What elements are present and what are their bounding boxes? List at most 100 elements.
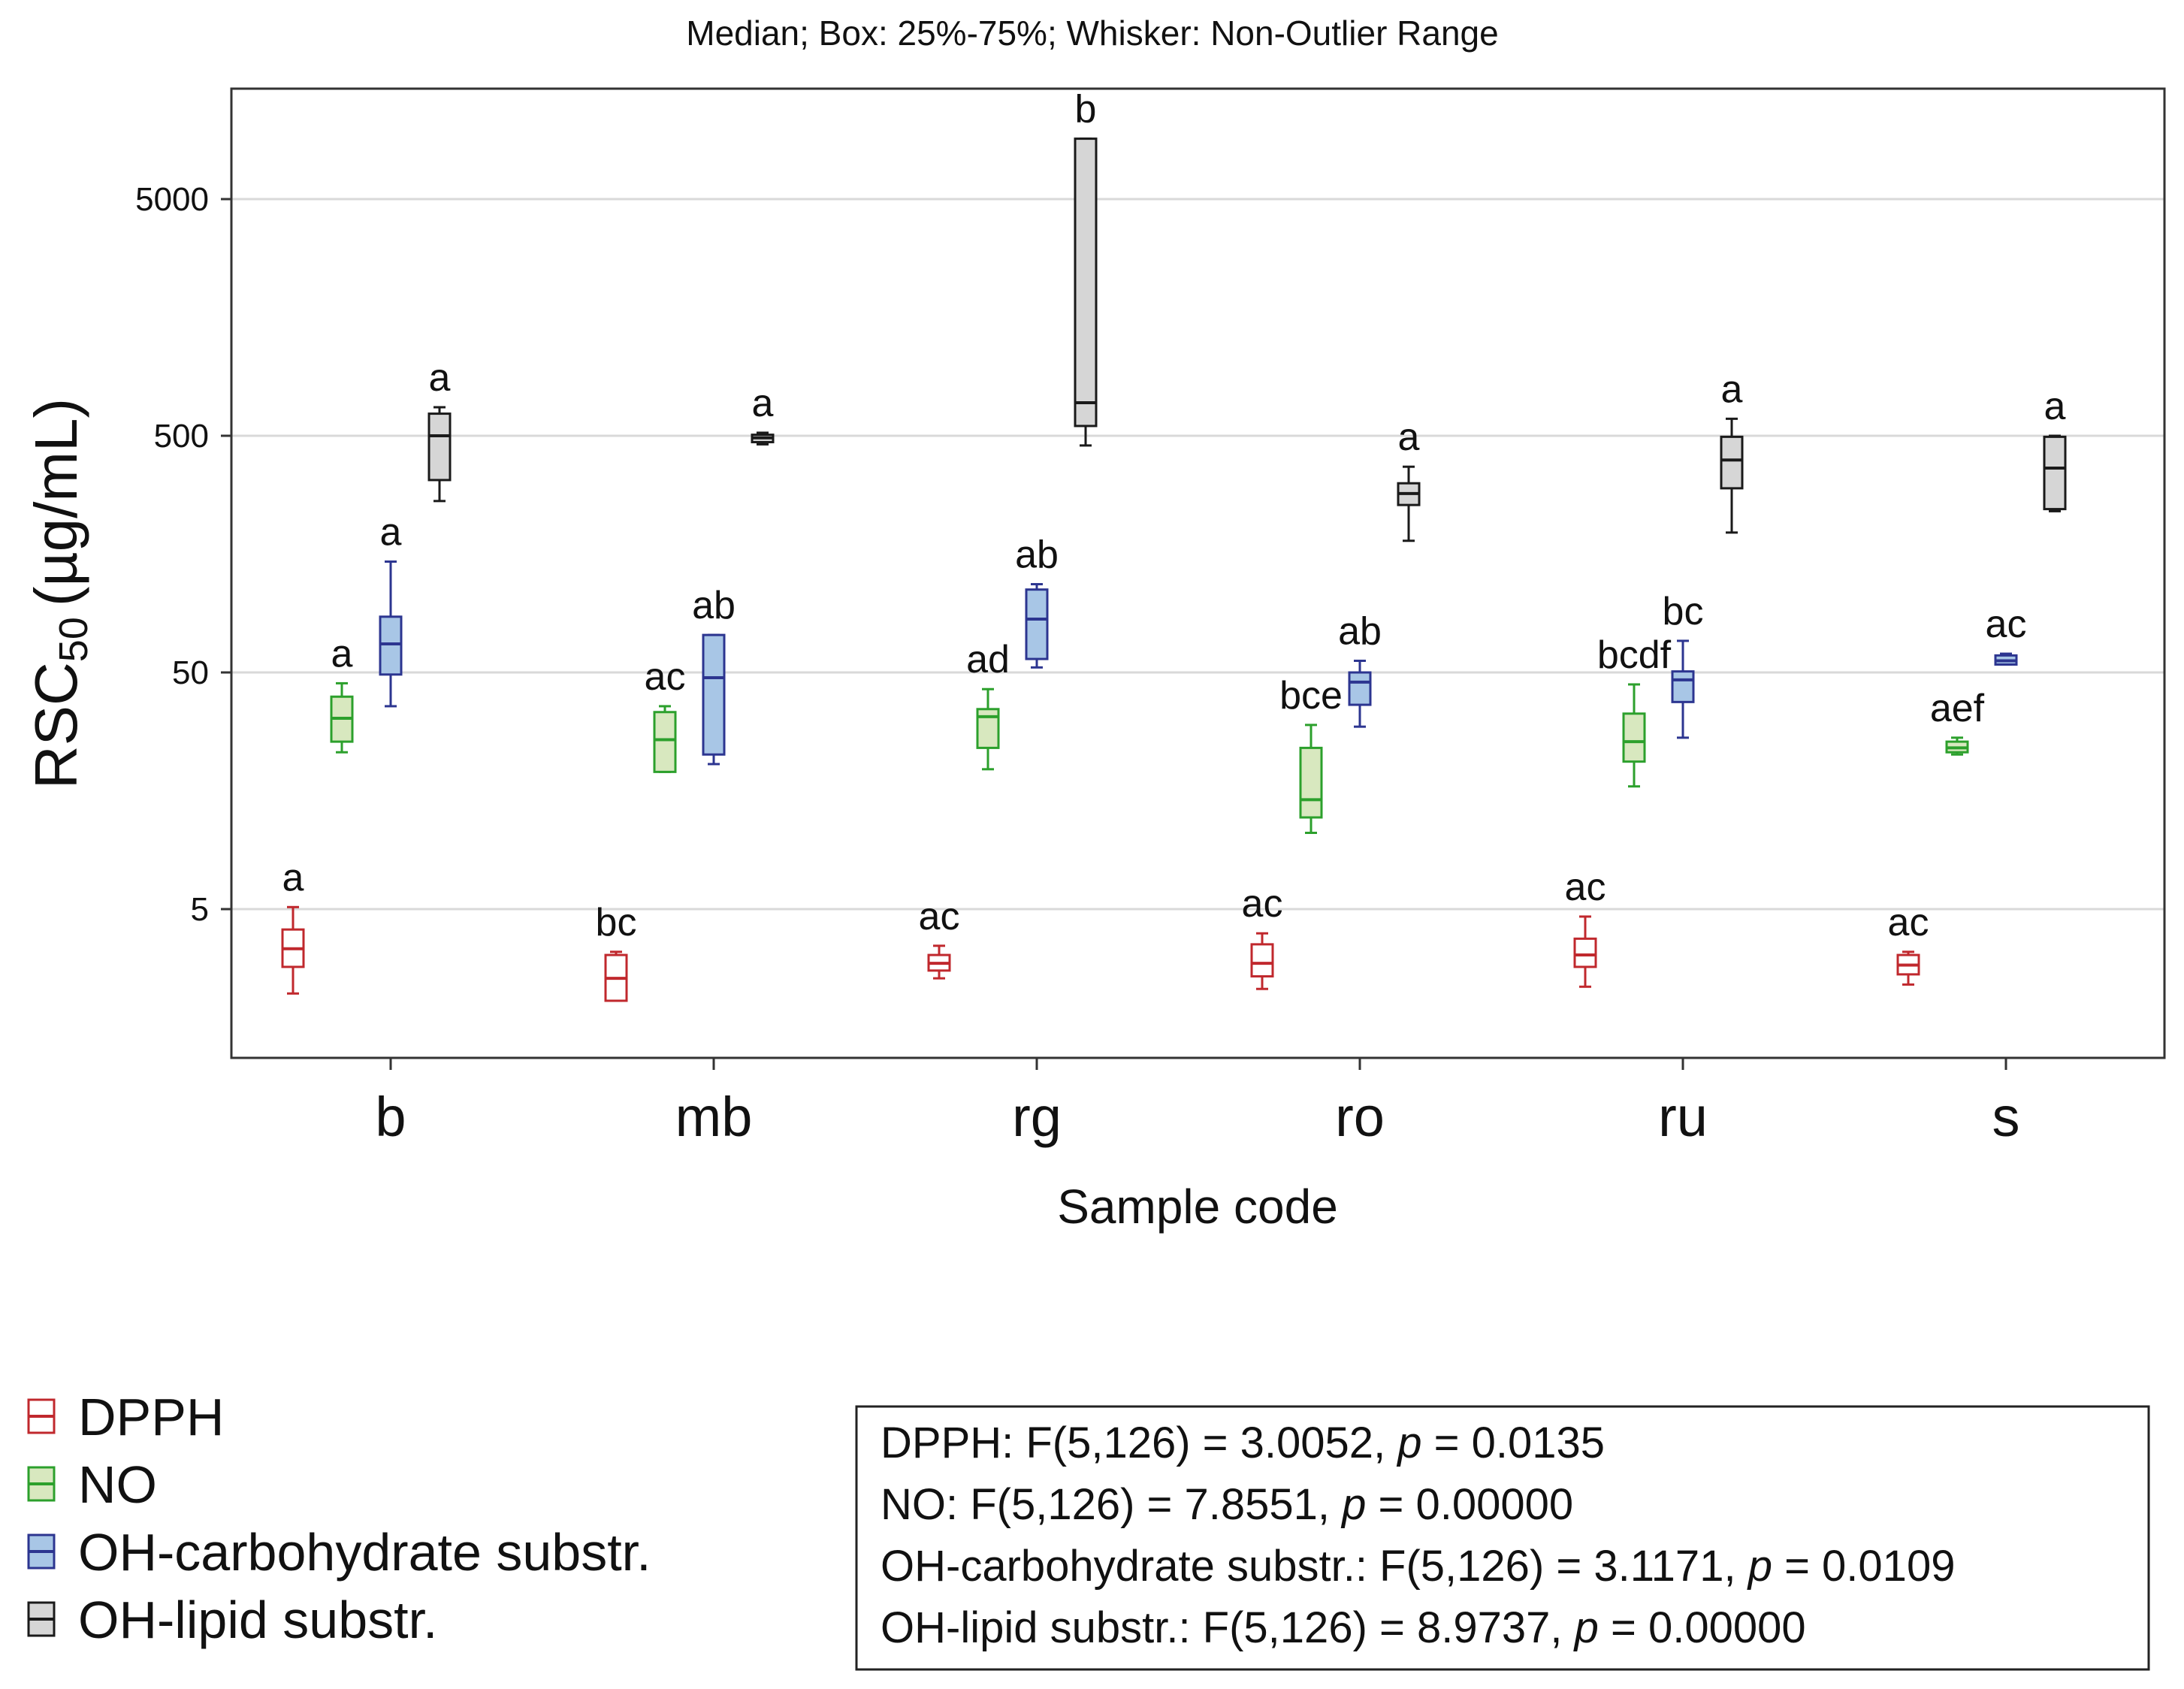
y-axis-ticks: 5 50 500 5000 (135, 181, 231, 928)
box-b-no: a (330, 632, 354, 754)
box-ro-oh-carbohydrate: ab (1338, 609, 1382, 728)
legend-label: OH-carbohydrate substr. (78, 1523, 651, 1582)
stats-p-value: = 0.00000 (1599, 1603, 1806, 1652)
box-iqr (1720, 435, 1744, 490)
group-letter-label: bc (596, 901, 637, 944)
chart-title: Median; Box: 25%-75%; Whisker: Non-Outli… (686, 14, 1498, 53)
x-axis-label: Sample code (1057, 1180, 1338, 1234)
stats-line: OH-lipid substr.: F(5,126) = 8.9737, p =… (881, 1603, 1806, 1652)
group-letter-label: aef (1930, 687, 1985, 730)
legend-item: OH-carbohydrate substr. (27, 1523, 651, 1582)
stats-text: DPPH: F(5,126) = 3.0052, p = 0.0135 NO: F… (881, 1419, 1955, 1652)
box-iqr (653, 711, 677, 773)
series-oh-lipid-substr: a a b a a a (427, 88, 2067, 542)
box-iqr (1299, 746, 1323, 819)
stats-line: NO: F(5,126) = 7.8551, p = 0.00000 (881, 1480, 1573, 1529)
group-letter-label: a (331, 632, 353, 675)
group-letter-label: a (752, 382, 774, 425)
group-letter-label: ab (692, 584, 736, 627)
series-dpph: a bc ac ac ac ac (281, 856, 1929, 1002)
stats-box (855, 1405, 2150, 1671)
box-rg-no: ad (966, 638, 1010, 771)
stats-prefix: OH-carbohydrate substr.: F(5,126) = 3.11… (881, 1542, 1748, 1591)
box-iqr (976, 708, 1000, 749)
group-letter-label: ab (1015, 533, 1059, 577)
y-tick-label: 500 (154, 418, 209, 455)
group-letter-label: ac (1242, 882, 1283, 926)
group-letter-label: bce (1279, 674, 1343, 718)
box-iqr (2043, 435, 2067, 511)
group-letter-label: a (1721, 367, 1743, 411)
group-letter-label: ac (645, 655, 686, 699)
box-iqr (702, 633, 726, 756)
box-ro-dpph: ac (1242, 882, 1283, 990)
group-letter-label: ac (1565, 866, 1606, 909)
group-letter-label: a (282, 856, 304, 899)
y-tick-label: 50 (172, 654, 209, 691)
box-iqr (379, 615, 403, 676)
box-mb-no: ac (645, 655, 686, 773)
box-iqr (1250, 943, 1274, 977)
box-ro-oh-lipid: a (1397, 415, 1421, 542)
x-axis-ticks: b mb rg ro ru s (375, 1058, 2020, 1148)
box-ru-oh-carbohydrate: bc (1663, 590, 1704, 739)
group-letter-label: bc (1663, 590, 1704, 633)
stats-p-value: = 0.0135 (1422, 1419, 1606, 1467)
series-no: a ac ad bce bcdf aef (330, 632, 1985, 835)
box-iqr (1671, 670, 1695, 703)
box-mb-dpph: bc (596, 901, 637, 1002)
group-letter-label: bcdf (1597, 633, 1672, 677)
group-letter-label: a (1398, 415, 1420, 459)
box-mb-oh-lipid: a (751, 382, 775, 446)
y-axis-label: RSC50 (µg/mL) (23, 398, 96, 789)
box-ru-dpph: ac (1565, 866, 1606, 988)
legend-label: OH-lipid substr. (78, 1591, 437, 1649)
group-letter-label: a (429, 356, 451, 400)
group-letter-label: ac (1888, 901, 1929, 944)
series-oh-carbohydrate-substr: a ab ab ab bc ac (379, 510, 2026, 766)
box-ru-no: bcdf (1597, 633, 1672, 788)
box-ro-no: bce (1279, 674, 1343, 835)
stats-line: OH-carbohydrate substr.: F(5,126) = 3.11… (881, 1542, 1955, 1591)
stats-p-symbol: p (1340, 1480, 1366, 1529)
box-b-oh-carbohydrate: a (379, 510, 403, 708)
group-letter-label: ac (919, 895, 960, 938)
group-letter-label: ab (1338, 609, 1382, 653)
box-iqr (1025, 588, 1049, 660)
box-iqr (1074, 137, 1098, 428)
stats-p-value: = 0.00000 (1366, 1480, 1573, 1529)
box-iqr (1622, 712, 1646, 763)
box-rg-oh-lipid: b (1074, 88, 1098, 447)
box-ru-oh-lipid: a (1720, 367, 1744, 534)
box-mb-oh-carbohydrate: ab (692, 584, 736, 766)
y-label-subscript: 50 (51, 617, 96, 662)
y-label-main: RSC (23, 662, 89, 789)
box-iqr (1573, 937, 1597, 968)
legend: DPPH NO OH-carbohydrate substr. OH-lipid su… (27, 1388, 651, 1649)
box-b-oh-lipid: a (427, 356, 452, 503)
box-iqr (1348, 671, 1372, 706)
box-s-dpph: ac (1888, 901, 1929, 986)
legend-item: OH-lipid substr. (27, 1591, 437, 1649)
x-tick-label: b (375, 1086, 406, 1148)
box-s-oh-carbohydrate: ac (1986, 603, 2026, 666)
legend-item: NO (27, 1455, 157, 1514)
group-letter-label: a (380, 510, 402, 554)
stats-prefix: DPPH: F(5,126) = 3.0052, (881, 1419, 1397, 1467)
box-b-dpph: a (281, 856, 305, 995)
y-tick-label: 5000 (135, 181, 209, 218)
legend-label: NO (78, 1455, 157, 1514)
group-letter-label: ad (966, 638, 1010, 681)
y-label-unit: (µg/mL) (23, 398, 89, 606)
stats-p-symbol: p (1747, 1542, 1772, 1591)
box-s-no: aef (1930, 687, 1985, 756)
group-letter-label: b (1075, 88, 1097, 131)
stats-prefix: OH-lipid substr.: F(5,126) = 8.9737, (881, 1603, 1575, 1652)
box-iqr (427, 412, 452, 482)
box-s-oh-lipid: a (2043, 385, 2067, 512)
stats-p-symbol: p (1396, 1419, 1421, 1467)
grid-lines (231, 198, 2164, 911)
y-tick-label: 5 (191, 891, 209, 928)
x-tick-label: mb (675, 1086, 753, 1148)
